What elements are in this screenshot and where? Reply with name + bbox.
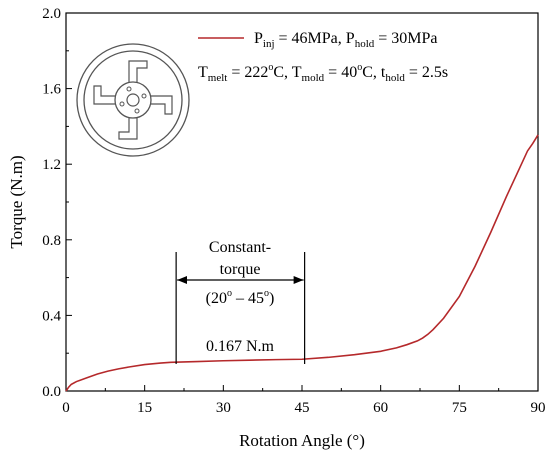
x-tick-label: 45	[295, 400, 310, 416]
y-tick-label: 0.8	[42, 233, 61, 249]
x-tick-label: 0	[62, 400, 70, 416]
x-tick-label: 60	[373, 400, 388, 416]
axis-tick-labels: 0 15 30 45 60 75 90 0.0 0.4 0.8 1.2 1.6 2.0	[42, 6, 545, 416]
annotation-torque: torque	[220, 261, 261, 278]
x-tick-label: 15	[137, 400, 152, 416]
annotation-constant: Constant-	[209, 239, 271, 256]
series-line-torque	[65, 134, 539, 392]
x-tick-label: 90	[531, 400, 546, 416]
legend: Pinj = 46MPa, Phold = 30MPa Tmelt = 222o…	[198, 30, 448, 84]
y-axis-title: Torque (N.m)	[7, 155, 26, 248]
annotation-torque-value: 0.167 N.m	[206, 338, 275, 355]
legend-line1: Pinj = 46MPa, Phold = 30MPa	[254, 30, 438, 50]
y-tick-label: 1.6	[42, 82, 61, 98]
annotation-range: (20o – 45o)	[206, 288, 275, 307]
y-tick-label: 0.0	[42, 384, 61, 400]
y-tick-label: 1.2	[42, 157, 61, 173]
x-tick-label: 30	[216, 400, 231, 416]
legend-line2: Tmelt = 222oC, Tmold = 40oC, thold = 2.5…	[198, 62, 448, 84]
x-axis-title: Rotation Angle (°)	[239, 431, 365, 450]
x-tick-label: 75	[452, 400, 467, 416]
wheel-inset-icon	[76, 43, 190, 157]
axis-ticks	[65, 12, 539, 392]
y-tick-label: 0.4	[42, 308, 61, 324]
y-tick-label: 2.0	[42, 6, 61, 22]
constant-torque-annotation: Constant- torque (20o – 45o) 0.167 N.m	[175, 239, 306, 364]
